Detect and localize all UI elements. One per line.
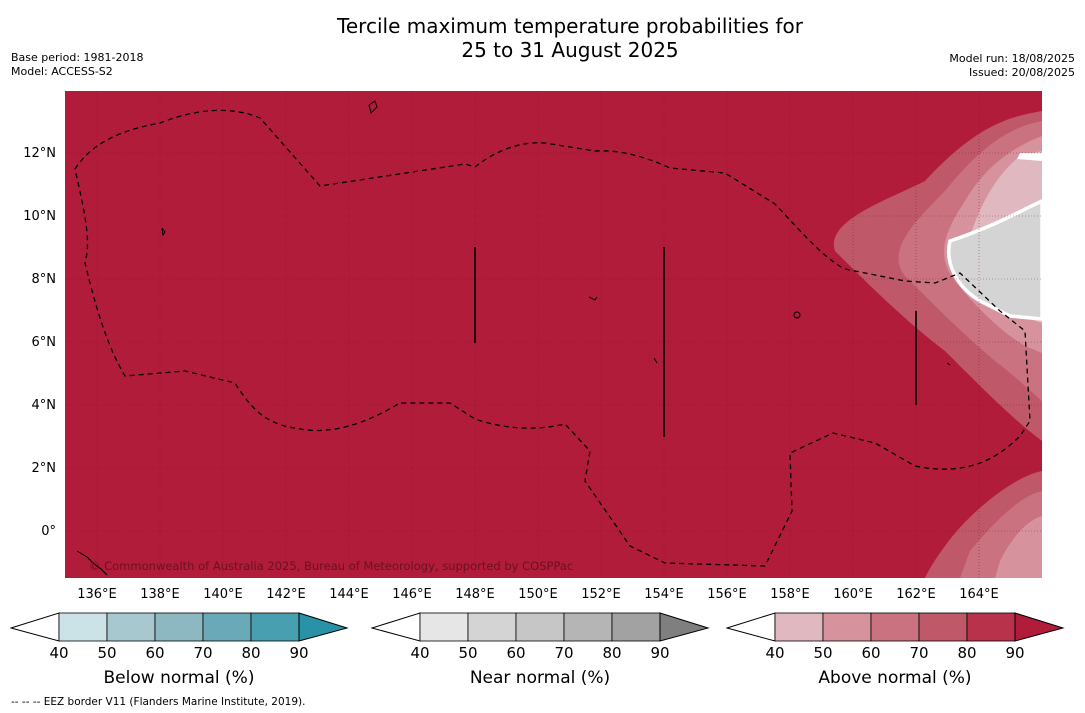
cbar3-tick-50: 50 — [813, 644, 833, 662]
cbar2-tick-70: 70 — [554, 644, 574, 662]
cbar2-tick-90: 90 — [650, 644, 670, 662]
lon-tick-142e: 142°E — [266, 587, 306, 602]
graticule — [65, 91, 1042, 578]
cbar3-tick-80: 80 — [957, 644, 977, 662]
probability-shading — [833, 111, 1042, 578]
cbar3-tick-40: 40 — [765, 644, 785, 662]
lat-tick-4n: 4°N — [31, 398, 57, 413]
colorbar-above-normal — [726, 612, 1065, 642]
eez-footnote: -- -- -- EEZ border V11 (Flanders Marine… — [11, 696, 306, 708]
cbar2-tick-40: 40 — [410, 644, 430, 662]
lon-tick-156e: 156°E — [707, 587, 747, 602]
cbar1-tick-50: 50 — [97, 644, 117, 662]
lat-tick-12n: 12°N — [23, 146, 56, 161]
lon-tick-162e: 162°E — [896, 587, 936, 602]
lon-tick-158e: 158°E — [770, 587, 810, 602]
cbar2-tick-80: 80 — [602, 644, 622, 662]
lon-tick-164e: 164°E — [959, 587, 999, 602]
lon-tick-150e: 150°E — [518, 587, 558, 602]
cbar1-tick-80: 80 — [241, 644, 261, 662]
cbar1-tick-70: 70 — [193, 644, 213, 662]
eez-border — [74, 109, 1031, 567]
cbar3-tick-60: 60 — [861, 644, 881, 662]
cbar2-tick-50: 50 — [458, 644, 478, 662]
title-line-2: 25 to 31 August 2025 — [461, 38, 679, 62]
lon-tick-152e: 152°E — [581, 587, 621, 602]
colorbar-near-normal — [371, 612, 710, 642]
reference-lines — [474, 247, 917, 437]
cbar1-tick-60: 60 — [145, 644, 165, 662]
colorbar-below-normal — [10, 612, 349, 642]
lon-tick-146e: 146°E — [392, 587, 432, 602]
cbar3-tick-70: 70 — [909, 644, 929, 662]
lat-tick-10n: 10°N — [23, 209, 56, 224]
lon-tick-136e: 136°E — [77, 587, 117, 602]
probability-map: © Commonwealth of Australia 2025, Bureau… — [65, 91, 1042, 578]
cbar1-tick-40: 40 — [49, 644, 69, 662]
lat-tick-0: 0° — [41, 524, 56, 539]
lat-tick-2n: 2°N — [31, 461, 57, 476]
model-text: Model: ACCESS-S2 — [11, 65, 113, 78]
lon-tick-148e: 148°E — [455, 587, 495, 602]
lon-tick-160e: 160°E — [833, 587, 873, 602]
cbar3-tick-90: 90 — [1005, 644, 1025, 662]
lon-tick-140e: 140°E — [203, 587, 243, 602]
cbar2-tick-60: 60 — [506, 644, 526, 662]
header-left: Base period: 1981-2018 Model: ACCESS-S2 — [11, 51, 143, 79]
cbar2-label: Near normal (%) — [469, 668, 611, 688]
lat-tick-8n: 8°N — [31, 272, 57, 287]
map-background — [65, 91, 1042, 578]
header-right: Model run: 18/08/2025 Issued: 20/08/2025 — [949, 52, 1075, 80]
islands — [76, 100, 951, 576]
map-title: Tercile maximum temperature probabilitie… — [0, 14, 1085, 62]
lon-tick-154e: 154°E — [644, 587, 684, 602]
lon-tick-138e: 138°E — [140, 587, 180, 602]
cbar1-tick-90: 90 — [289, 644, 309, 662]
model-run-text: Model run: 18/08/2025 — [949, 52, 1075, 65]
copyright-text: © Commonwealth of Australia 2025, Bureau… — [89, 559, 573, 573]
cbar1-label: Below normal (%) — [103, 668, 255, 688]
cbar3-label: Above normal (%) — [818, 668, 972, 688]
base-period-text: Base period: 1981-2018 — [11, 51, 144, 64]
lat-tick-6n: 6°N — [31, 335, 57, 350]
title-line-1: Tercile maximum temperature probabilitie… — [337, 14, 803, 38]
lon-tick-144e: 144°E — [329, 587, 369, 602]
issued-text: Issued: 20/08/2025 — [968, 66, 1075, 79]
